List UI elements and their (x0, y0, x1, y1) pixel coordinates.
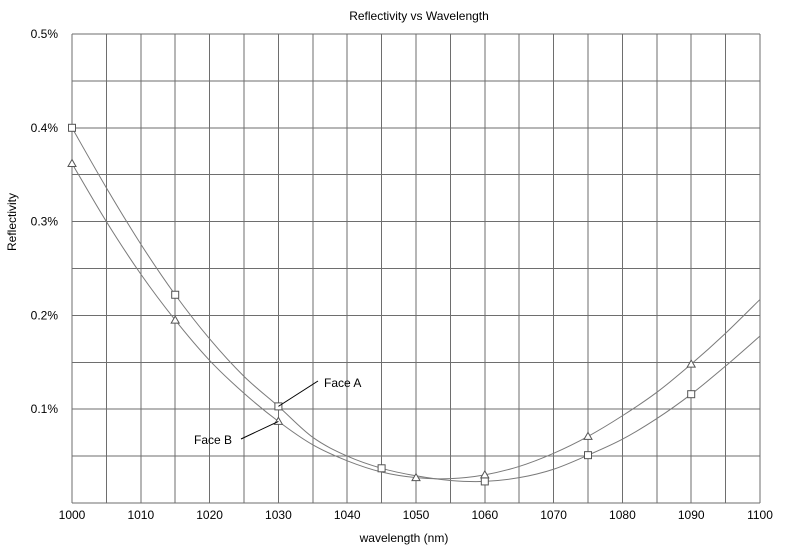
annotation-leader-face-b (240, 420, 279, 440)
grid (71, 33, 761, 504)
data-point-face-b (411, 472, 421, 482)
x-axis-label: wavelength (nm) (359, 531, 449, 545)
data-point-face-b (67, 158, 77, 167)
data-point-face-a (584, 451, 592, 460)
data-point-face-b (686, 359, 697, 368)
x-tick-label: 1040 (334, 508, 361, 522)
y-tick-label: 0.5% (31, 27, 59, 41)
annotation-leader-face-a (278, 380, 319, 407)
y-tick-label: 0.1% (31, 402, 59, 416)
data-point-face-a (68, 123, 76, 132)
annotations: Face A Face B (194, 376, 361, 447)
x-tick-label: 1080 (609, 508, 636, 522)
data-point-face-a (377, 464, 386, 473)
x-tick-label: 1020 (196, 508, 223, 522)
annotation-face-b: Face B (194, 433, 232, 447)
data-point-face-b (273, 416, 284, 425)
y-tick-label: 0.2% (31, 308, 59, 322)
data-point-face-a (687, 390, 696, 399)
x-tick-label: 1070 (540, 508, 567, 522)
annotation-face-a: Face A (324, 376, 361, 390)
x-tick-label: 1050 (403, 508, 430, 522)
x-tick-label: 1030 (265, 508, 292, 522)
data-point-face-b (583, 431, 593, 440)
y-tick-label: 0.4% (31, 121, 59, 135)
data-point-face-a (171, 290, 180, 299)
data-point-face-a (480, 477, 489, 486)
y-tick-label: 0.3% (31, 215, 59, 229)
x-tick-label: 1100 (747, 508, 773, 522)
x-tick-label: 1060 (471, 508, 498, 522)
data-point-face-b (479, 469, 490, 479)
x-tick-label: 1000 (59, 508, 86, 522)
data-point-face-b (170, 315, 181, 324)
x-tick-label: 1090 (678, 508, 705, 522)
x-tick-label: 1010 (127, 508, 154, 522)
tick-labels: 1000 1010 1020 1030 1040 1050 1060 1070 1080 1090… (31, 27, 774, 522)
y-axis-label: Reflectivity (5, 193, 19, 251)
chart-title: Reflectivity vs Wavelength (349, 9, 489, 23)
